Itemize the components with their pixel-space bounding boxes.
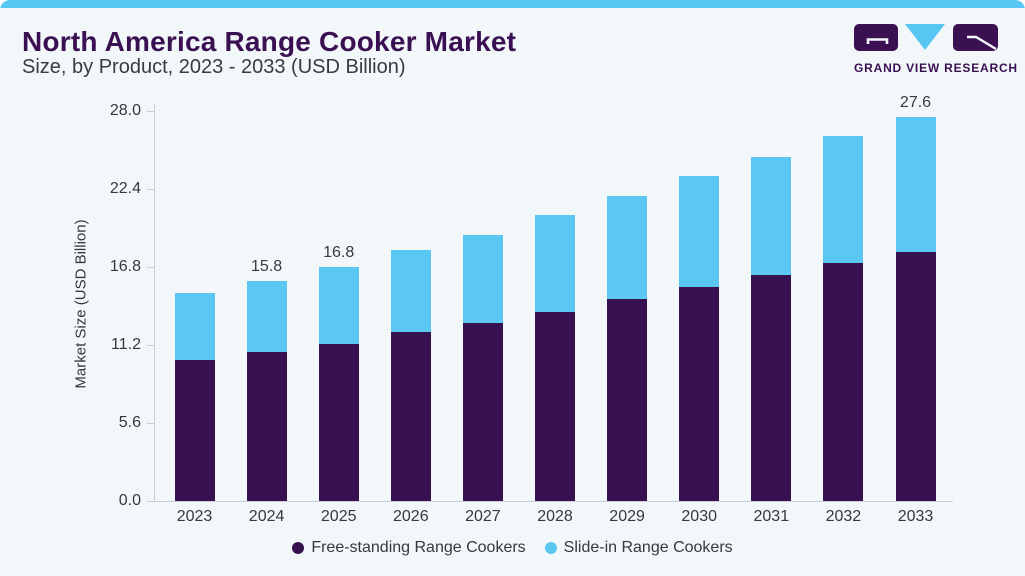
bar-segment-free-standing-2031 <box>751 275 792 501</box>
plot-area: 0.0 5.6 11.2 16.8 22.4 28.0 2023 2024 15.8 2025 16… <box>110 94 953 525</box>
bar-segment-free-standing-2032 <box>823 262 864 501</box>
chart-legend: Free-standing Range Cookers Slide-in Ran… <box>0 539 1025 557</box>
bar-segment-slide-in-2023 <box>174 293 215 361</box>
legend-item-free-standing: Free-standing Range Cookers <box>292 539 526 557</box>
y-tick-label: 11.2 <box>111 336 141 353</box>
bar-segment-free-standing-2027 <box>462 322 503 501</box>
bar-segment-slide-in-2027 <box>462 234 503 323</box>
y-tick-label: 0.0 <box>118 492 141 509</box>
bar-segment-slide-in-2031 <box>751 156 792 276</box>
y-axis-tick <box>147 110 155 112</box>
y-axis-tick <box>147 422 155 424</box>
x-axis-line <box>147 501 953 502</box>
bar-segment-free-standing-2033 <box>895 251 936 501</box>
grand-view-research-logo: GRAND VIEW RESEARCH <box>854 24 1018 75</box>
bar-segment-free-standing-2023 <box>174 360 215 501</box>
x-tick-label-2028: 2028 <box>537 508 573 525</box>
bar-segment-slide-in-2033 <box>895 116 936 252</box>
bar-segment-slide-in-2026 <box>390 250 431 333</box>
top-accent-strip <box>0 0 1025 8</box>
y-axis-tick <box>147 188 155 190</box>
bar-segment-free-standing-2030 <box>679 286 720 501</box>
y-tick-label: 28.0 <box>109 102 141 119</box>
bar-segment-slide-in-2032 <box>823 136 864 263</box>
legend-label-free-standing: Free-standing Range Cookers <box>311 539 526 556</box>
y-axis-tick <box>147 344 155 346</box>
y-tick-label: 22.4 <box>109 180 141 197</box>
x-tick-label-2026: 2026 <box>393 508 429 525</box>
x-tick-label-2033: 2033 <box>897 508 934 525</box>
page-subtitle: Size, by Product, 2023 - 2033 (USD Billi… <box>22 56 406 78</box>
y-axis-tick <box>147 266 155 268</box>
legend-dot-slide-in-icon <box>544 542 557 554</box>
bar-segment-slide-in-2029 <box>607 195 648 300</box>
x-tick-label-2027: 2027 <box>465 508 501 525</box>
bar-segment-free-standing-2024 <box>246 351 287 501</box>
x-tick-label-2025: 2025 <box>320 508 357 525</box>
bar-segment-free-standing-2029 <box>607 299 648 501</box>
x-tick-label-2024: 2024 <box>248 508 285 525</box>
bar-segment-slide-in-2025 <box>318 267 359 344</box>
bar-segment-free-standing-2028 <box>535 311 575 501</box>
bar-value-label-2024: 15.8 <box>251 257 283 275</box>
x-tick-label-2023: 2023 <box>176 508 213 525</box>
y-tick-label: 16.8 <box>109 258 141 275</box>
x-tick-label-2030: 2030 <box>681 508 717 525</box>
y-axis-title: Market Size (USD Billion) <box>72 219 90 389</box>
legend-dot-free-standing-icon <box>292 542 305 554</box>
gvr-logo-icon <box>854 24 998 51</box>
legend-label-slide-in: Slide-in Range Cookers <box>563 539 733 556</box>
x-tick-label-2031: 2031 <box>753 508 790 525</box>
bar-segment-slide-in-2030 <box>679 176 720 287</box>
bar-segment-slide-in-2024 <box>246 280 287 352</box>
logo-text: GRAND VIEW RESEARCH <box>854 61 1018 75</box>
y-tick-label: 5.6 <box>118 414 141 431</box>
y-axis-tick <box>147 500 155 502</box>
bar-value-label-2025: 16.8 <box>323 244 355 261</box>
legend-item-slide-in: Slide-in Range Cookers <box>544 539 733 557</box>
x-tick-label-2029: 2029 <box>609 508 645 525</box>
bar-segment-free-standing-2026 <box>390 332 431 501</box>
y-axis-line <box>154 104 155 501</box>
bar-segment-slide-in-2028 <box>535 215 575 312</box>
bar-value-label-2033: 27.6 <box>899 93 932 111</box>
x-tick-label-2032: 2032 <box>825 508 862 525</box>
bar-segment-free-standing-2025 <box>318 343 359 501</box>
page-title: North America Range Cooker Market <box>22 26 517 57</box>
